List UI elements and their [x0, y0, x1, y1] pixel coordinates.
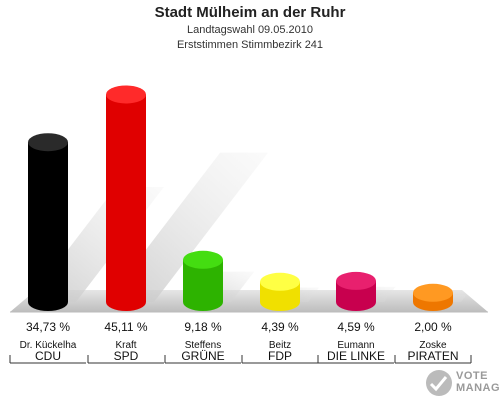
bar-cdu: [28, 142, 68, 311]
candidate-label-spd: Kraft: [115, 340, 136, 351]
logo-check-icon: [429, 376, 448, 392]
chart-subtitle-district: Erststimmen Stimmbezirk 241: [177, 39, 323, 51]
value-label-gr-ne: 9,18 %: [184, 320, 222, 334]
bar-spd: [106, 94, 146, 311]
bar-gr-ne: [183, 259, 223, 311]
vote-manager-logo: VOTE MANAGER: [426, 370, 500, 396]
logo-text-vote: VOTE: [456, 370, 488, 382]
party-label-die-linke: DIE LINKE: [327, 349, 385, 363]
value-label-die-linke: 4,59 %: [337, 320, 375, 334]
bars: [28, 85, 453, 311]
bar-shadows: [28, 152, 467, 302]
party-label-piraten: PIRATEN: [407, 349, 458, 363]
logo-text-manager: MANAGER: [456, 382, 500, 394]
chart-subtitle-date: Landtagswahl 09.05.2010: [187, 24, 313, 36]
party-label-cdu: CDU: [35, 349, 61, 363]
candidate-label-die-linke: Eumann: [337, 340, 374, 351]
bar-top-gr-ne: [183, 250, 223, 269]
candidate-label-cdu: Dr. Kückelha: [20, 340, 77, 351]
bar-top-cdu: [28, 133, 68, 152]
candidate-label-gr-ne: Steffens: [185, 340, 222, 351]
logo-ballot-icon: [426, 370, 452, 396]
party-label-fdp: FDP: [268, 349, 292, 363]
party-label-spd: SPD: [114, 349, 139, 363]
candidate-label-piraten: Zoske: [419, 340, 447, 351]
value-label-cdu: 34,73 %: [26, 320, 70, 334]
bar-top-fdp: [260, 272, 300, 291]
bar-top-spd: [106, 85, 146, 104]
value-label-spd: 45,11 %: [104, 320, 147, 334]
bar-shadow-spd: [106, 152, 269, 302]
value-label-fdp: 4,39 %: [261, 320, 299, 334]
candidate-label-fdp: Beitz: [269, 340, 291, 351]
bar-top-piraten: [413, 283, 453, 302]
party-label-gr-ne: GRÜNE: [181, 349, 224, 363]
value-label-piraten: 2,00 %: [414, 320, 452, 334]
chart-title: Stadt Mülheim an der Ruhr: [155, 4, 346, 21]
bar-top-die-linke: [336, 271, 376, 290]
